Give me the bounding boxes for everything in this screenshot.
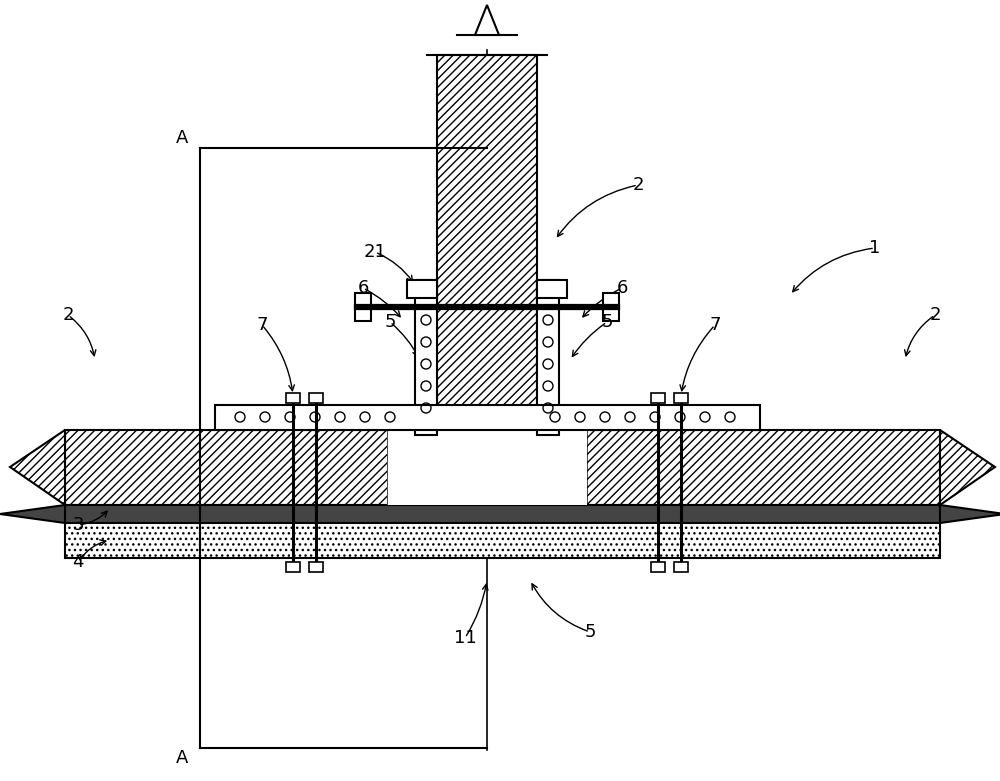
Text: 5: 5: [384, 313, 396, 331]
Bar: [537, 280, 567, 298]
Bar: [407, 280, 437, 298]
Polygon shape: [940, 430, 995, 505]
Bar: [415, 321, 559, 430]
Text: A: A: [176, 129, 188, 147]
Text: 2: 2: [632, 176, 644, 194]
Text: 21: 21: [364, 243, 386, 261]
Polygon shape: [475, 5, 499, 35]
Bar: [309, 562, 323, 572]
Bar: [415, 280, 437, 435]
Text: 7: 7: [256, 316, 268, 334]
Text: A: A: [176, 749, 188, 767]
Bar: [437, 55, 537, 430]
Bar: [651, 393, 665, 403]
Text: 11: 11: [454, 629, 476, 647]
Bar: [286, 393, 300, 403]
Bar: [215, 405, 760, 430]
Polygon shape: [0, 505, 65, 523]
Bar: [65, 430, 940, 505]
Text: 1: 1: [869, 239, 881, 257]
Text: 5: 5: [601, 313, 613, 331]
Bar: [603, 293, 619, 321]
Text: 2: 2: [62, 306, 74, 324]
Bar: [674, 562, 688, 572]
Bar: [651, 562, 665, 572]
Bar: [309, 393, 323, 403]
Text: 6: 6: [357, 279, 369, 297]
Bar: [286, 562, 300, 572]
Bar: [65, 523, 940, 558]
Polygon shape: [10, 430, 65, 505]
Text: 3: 3: [72, 516, 84, 534]
Bar: [355, 293, 371, 321]
Bar: [387, 430, 587, 505]
Bar: [65, 505, 940, 523]
Bar: [387, 430, 587, 505]
Text: 7: 7: [709, 316, 721, 334]
Text: 5: 5: [584, 623, 596, 641]
Text: 2: 2: [929, 306, 941, 324]
Polygon shape: [940, 505, 1000, 523]
Text: 4: 4: [72, 553, 84, 571]
Bar: [537, 280, 559, 435]
Bar: [674, 393, 688, 403]
Text: 6: 6: [616, 279, 628, 297]
